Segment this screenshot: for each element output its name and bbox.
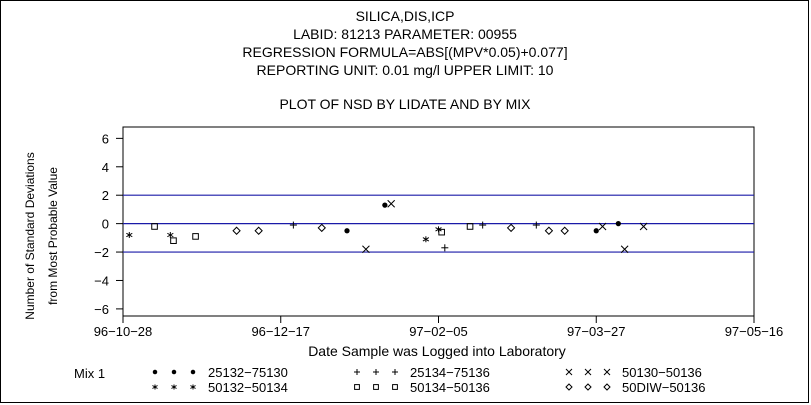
y-tick-label: 4 xyxy=(102,160,109,175)
y-tick-label: −4 xyxy=(94,273,109,288)
data-point-x xyxy=(362,245,370,254)
legend-marker-square xyxy=(392,384,398,390)
data-point-diamond xyxy=(317,223,326,233)
legend-marker-diamond xyxy=(603,383,611,391)
x-tick-label: 96−10−28 xyxy=(94,324,153,339)
legend-label: 25132−75130 xyxy=(208,365,288,380)
legend-marker-star xyxy=(152,384,158,390)
title-line-1: SILICA,DIS,ICP xyxy=(356,8,455,24)
legend-label: 50132−50134 xyxy=(208,380,288,395)
data-point-diamond xyxy=(232,226,241,235)
data-point-diamond xyxy=(506,223,516,233)
title-line-3: REGRESSION FORMULA=ABS[(MPV*0.05)+0.077] xyxy=(242,44,567,60)
data-point-dot xyxy=(593,228,599,234)
legend-marker-plus xyxy=(373,369,379,375)
legend-marker-square xyxy=(354,384,360,390)
legend-marker-plus xyxy=(354,369,360,375)
legend-marker-star xyxy=(171,384,177,390)
x-tick-label: 97−02−05 xyxy=(409,324,468,339)
legend-marker-x xyxy=(584,368,592,376)
legend-marker-star xyxy=(190,384,196,390)
data-point-plus xyxy=(479,221,487,229)
data-point-x xyxy=(387,199,396,208)
y-axis-title: Number of Standard Deviations from Most … xyxy=(23,152,60,319)
legend-entry: 25132−75130 xyxy=(152,365,288,380)
data-point-dot xyxy=(382,202,388,208)
data-point-diamond xyxy=(544,226,554,235)
data-point-diamond xyxy=(560,226,569,235)
data-point-plus xyxy=(289,221,297,229)
y-axis: 6 4 2 0 −2 −4 −6 xyxy=(94,131,123,317)
legend-marker-x xyxy=(565,368,573,376)
plot-area xyxy=(122,126,755,317)
data-point-plus xyxy=(532,221,540,229)
data-point-plus xyxy=(441,244,449,252)
legend-entry: 50DIW−50136 xyxy=(565,380,705,395)
legend-entry: 25134−75136 xyxy=(354,365,490,380)
legend-marker-dot xyxy=(171,369,177,375)
data-point-star xyxy=(422,236,430,243)
data-point-square xyxy=(438,228,445,236)
data-point-dot xyxy=(344,228,350,234)
legend-label: 50130−50136 xyxy=(622,365,702,380)
data-point-star xyxy=(167,232,174,238)
legend-marker-dot xyxy=(152,369,158,375)
y-axis-title-line-2: from Most Probable Value xyxy=(46,167,60,305)
data-point-square xyxy=(466,223,474,230)
legend: Mix 1 25132−75130 25134−75136 50130−501365… xyxy=(74,365,705,395)
data-point-square xyxy=(192,233,199,240)
y-tick-label: 2 xyxy=(102,188,109,203)
legend-label: 50DIW−50136 xyxy=(622,380,705,395)
legend-marker-diamond xyxy=(565,383,573,391)
legend-marker-diamond xyxy=(584,383,592,391)
title-line-4: REPORTING UNIT: 0.01 mg/l UPPER LIMIT: 1… xyxy=(257,62,554,78)
x-tick-label: 97−05−16 xyxy=(725,324,784,339)
y-axis-title-line-1: Number of Standard Deviations xyxy=(23,152,37,319)
x-tick-label: 96−12−17 xyxy=(251,324,310,339)
data-points xyxy=(126,199,648,254)
reference-lines xyxy=(123,194,754,253)
x-tick-label: 97−03−27 xyxy=(567,324,626,339)
legend-title: Mix 1 xyxy=(74,366,105,381)
legend-entry: 50132−50134 xyxy=(152,380,288,395)
chart-titles: SILICA,DIS,ICP LABID: 81213 PARAMETER: 0… xyxy=(242,8,567,112)
data-point-square xyxy=(170,237,177,244)
data-point-square xyxy=(151,223,158,230)
data-point-star xyxy=(126,232,133,238)
x-axis: 96−10−28 96−12−17 97−02−05 97−03−27 97−05−16 xyxy=(94,316,784,339)
data-point-x xyxy=(598,222,607,231)
legend-marker-dot xyxy=(190,369,196,375)
data-point-diamond xyxy=(254,226,263,235)
legend-marker-x xyxy=(603,368,611,376)
legend-label: 50134−50136 xyxy=(410,380,490,395)
data-point-dot xyxy=(615,221,621,227)
chart-subtitle: PLOT OF NSD BY LIDATE AND BY MIX xyxy=(279,96,531,112)
y-tick-label: −2 xyxy=(94,245,109,260)
legend-entry: 50134−50136 xyxy=(354,380,490,395)
legend-entry: 50130−50136 xyxy=(565,365,702,380)
data-point-x xyxy=(620,245,629,254)
y-tick-label: −6 xyxy=(94,302,109,317)
title-line-2: LABID: 81213 PARAMETER: 00955 xyxy=(293,26,517,42)
y-tick-label: 6 xyxy=(102,131,109,146)
legend-label: 25134−75136 xyxy=(410,365,490,380)
legend-marker-plus xyxy=(392,369,398,375)
data-point-x xyxy=(639,222,648,231)
x-axis-title: Date Sample was Logged into Laboratory xyxy=(308,343,566,359)
y-tick-label: 0 xyxy=(102,217,109,232)
legend-marker-square xyxy=(373,384,379,390)
